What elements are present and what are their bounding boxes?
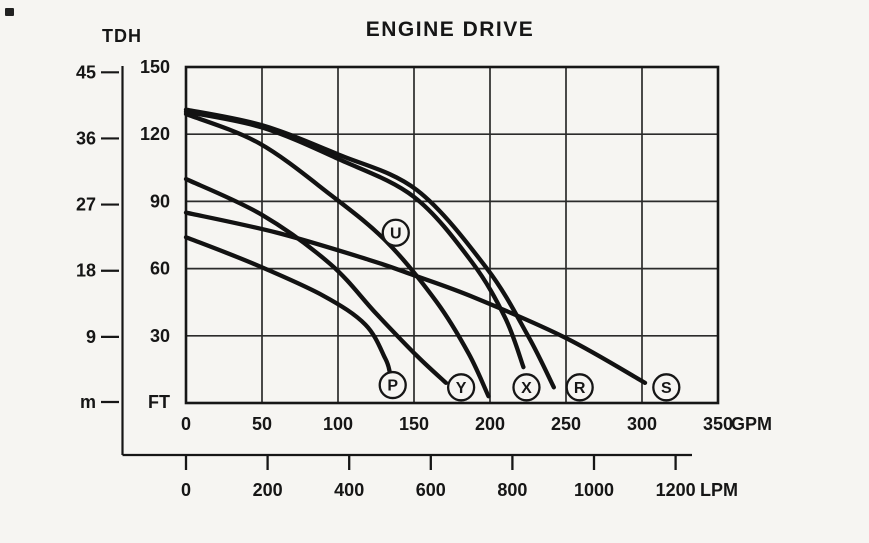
m-tick-label: 9: [86, 327, 96, 347]
pump-curves: [183, 107, 648, 399]
plot-border: [184, 65, 720, 405]
lpm-tick-label: 200: [253, 480, 283, 500]
m-tick-label: 18: [76, 261, 96, 281]
lpm-tick-label: 400: [334, 480, 364, 500]
gpm-tick-label: 100: [323, 414, 353, 434]
curve-label-circle: [565, 373, 594, 402]
curve-label-circle: [446, 373, 476, 402]
curve-label-R: R: [565, 373, 594, 402]
chart-title: ENGINE DRIVE: [365, 18, 535, 41]
lpm-tick-label: 1200: [656, 480, 696, 500]
curve-label-circle: [512, 373, 541, 402]
curve-label-letter: R: [574, 380, 586, 397]
lpm-tick-label: 800: [497, 480, 527, 500]
gpm-tick-label: 300: [627, 414, 657, 434]
curve-label-U: U: [381, 218, 410, 247]
gpm-tick-label: 350: [703, 414, 733, 434]
ft-unit-label: FT: [148, 392, 170, 412]
ft-tick-label: 30: [150, 326, 170, 346]
m-tick-label: 45: [76, 62, 96, 82]
ft-tick-label: 90: [150, 191, 170, 211]
curve-label-letter: U: [390, 225, 402, 242]
curve-label-letter: Y: [456, 380, 467, 397]
curve-label-circle: [378, 370, 407, 400]
curve-label-circle: [652, 373, 681, 402]
curve-labels: P Y X R S U: [378, 218, 681, 402]
curve-label-circle: [381, 218, 410, 247]
curve-label-Y: Y: [446, 373, 476, 402]
curve-P: [183, 235, 392, 374]
ft-tick-label: 120: [140, 124, 170, 144]
curve-R: [183, 107, 556, 390]
gpm-tick-label: 250: [551, 414, 581, 434]
gpm-tick-label: 150: [399, 414, 429, 434]
scan-speck: [5, 8, 14, 16]
gpm-tick-label: 0: [181, 414, 191, 434]
ft-tick-label: 60: [150, 259, 170, 279]
m-axis: [101, 66, 124, 455]
lpm-tick-label: 600: [416, 480, 446, 500]
lpm-axis: [122, 453, 692, 470]
curve-label-letter: X: [521, 380, 532, 397]
curve-X: [183, 109, 526, 370]
curve-label-letter: S: [661, 380, 672, 397]
lpm-tick-label: 1000: [574, 480, 614, 500]
tdh-axis-title: TDH: [102, 26, 142, 46]
gpm-unit-label: GPM: [731, 414, 772, 434]
lpm-unit-label: LPM: [700, 480, 738, 500]
curve-label-S: S: [652, 373, 681, 402]
gpm-tick-label: 200: [475, 414, 505, 434]
curve-label-P: P: [378, 370, 407, 400]
curve-label-letter: P: [387, 378, 398, 395]
curve-label-X: X: [512, 373, 541, 402]
m-tick-label: 36: [76, 128, 96, 148]
gpm-tick-label: 50: [252, 414, 272, 434]
lpm-tick-label: 0: [181, 480, 191, 500]
curve-Y: [183, 176, 449, 385]
ft-tick-label: 150: [140, 57, 170, 77]
grid: [186, 67, 718, 403]
m-tick-label: 27: [76, 195, 96, 215]
m-unit-label: m: [80, 392, 96, 412]
